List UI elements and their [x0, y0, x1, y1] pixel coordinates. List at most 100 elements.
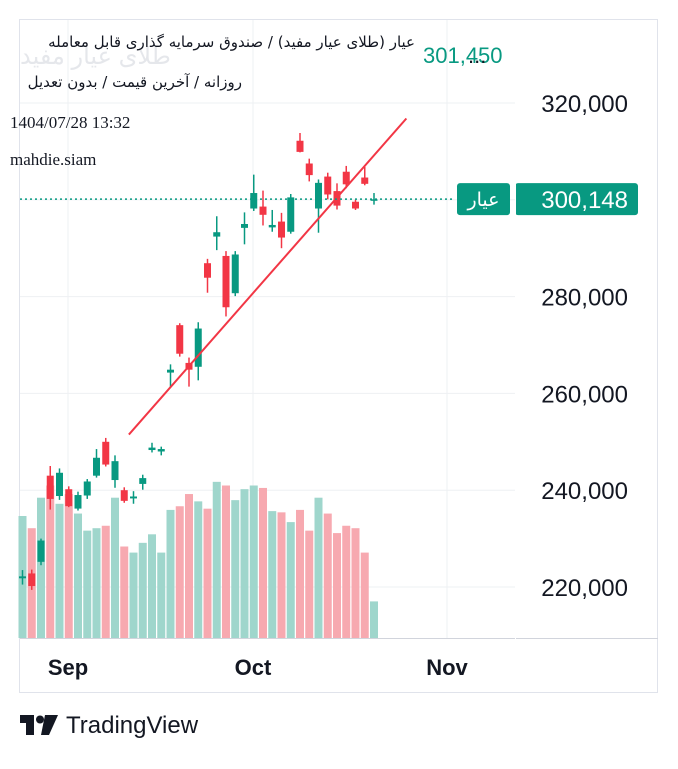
y-tick-label: 220,000 — [541, 575, 628, 602]
tradingview-logo-text: TradingView — [66, 712, 199, 739]
candle-body — [111, 461, 119, 481]
candle-body — [19, 576, 26, 579]
candle-body — [167, 369, 174, 373]
candle — [231, 251, 239, 297]
volume-bar — [323, 513, 332, 638]
candle — [278, 212, 285, 249]
volume-bar — [240, 489, 249, 638]
volume-bar — [222, 485, 230, 638]
volume-bar — [46, 485, 55, 638]
candle — [93, 449, 100, 478]
candle — [361, 166, 369, 186]
y-tick-label: 260,000 — [541, 381, 628, 408]
candle-body — [83, 481, 91, 496]
volume-bar — [157, 552, 166, 638]
candle-body — [250, 193, 258, 209]
candle-body — [65, 489, 73, 507]
volume-bar — [314, 497, 323, 638]
tradingview-logo-icon — [20, 715, 58, 735]
candle-body — [37, 540, 45, 562]
candle-body — [342, 171, 350, 185]
volume-bar — [74, 513, 82, 638]
last-price-badge: 300,148 — [515, 183, 638, 216]
candle-body — [194, 328, 202, 367]
candle — [213, 216, 221, 251]
volume-bar — [286, 522, 295, 638]
legend-ghost-text: طلای عیار مفید — [20, 43, 171, 70]
candle-body — [305, 163, 313, 176]
candle — [305, 158, 313, 182]
candle — [65, 486, 73, 508]
volume-bar — [296, 509, 304, 638]
candle — [28, 569, 36, 590]
trendline — [128, 117, 408, 436]
candle-body — [148, 447, 156, 451]
candle — [250, 174, 258, 211]
candle-body — [296, 140, 304, 152]
volume-bar — [351, 528, 360, 638]
candle — [130, 491, 137, 504]
y-tick-label: 240,000 — [541, 478, 628, 505]
x-tick-label: Sep — [48, 655, 88, 680]
candle-body — [120, 490, 128, 501]
axes: 220,000 240,000 260,000 280,000 320,000 Sep Oc… — [20, 20, 658, 692]
candle — [296, 133, 304, 153]
candle-body — [28, 573, 36, 587]
candle-body — [259, 206, 267, 215]
candle — [324, 172, 332, 200]
candle — [46, 466, 54, 510]
candle — [19, 570, 26, 585]
volume-bar — [55, 503, 64, 638]
volume-bar — [203, 508, 212, 638]
author-name: mahdie.siam — [10, 150, 97, 169]
candle — [102, 437, 110, 467]
volume-bar — [360, 552, 369, 638]
candle-body — [222, 255, 230, 308]
symbol-badge-bg — [457, 183, 510, 216]
candle-body — [157, 449, 165, 452]
volume-bar — [194, 501, 203, 638]
candle-body — [361, 177, 369, 184]
volume-bar — [212, 481, 221, 638]
volume-bar — [333, 533, 341, 638]
legend-more[interactable]: ... — [468, 43, 487, 68]
candle — [139, 474, 147, 490]
x-tick-label: Oct — [235, 655, 272, 680]
y-tick-label: 280,000 — [541, 285, 628, 312]
candle — [241, 212, 248, 245]
volume-bar — [138, 542, 147, 638]
volume-bar — [249, 485, 258, 638]
candle — [148, 442, 156, 453]
candle-body — [324, 176, 332, 195]
candle-body — [352, 201, 359, 209]
volume-bar — [64, 494, 73, 638]
candle-body — [370, 199, 378, 201]
last-price-label: 300,148 — [541, 187, 628, 214]
volume-bar — [148, 534, 156, 638]
symbol-title: عیار (طلای عیار مفید) / صندوق سرمایه گذا… — [48, 33, 415, 51]
candle — [315, 179, 322, 233]
symbol-badge-label: عیار — [466, 189, 499, 211]
candle-body — [74, 495, 82, 509]
candle — [167, 364, 174, 388]
volume-bar — [277, 512, 286, 638]
candle-body — [231, 254, 239, 294]
candle-body — [93, 457, 100, 476]
candle — [176, 323, 184, 357]
candle — [111, 455, 119, 488]
candle — [370, 193, 378, 205]
volume-bar — [268, 511, 277, 638]
symbol-price-badge: عیار — [457, 183, 510, 216]
candle-body — [213, 232, 221, 237]
snapshot-date: 1404/07/28 13:32 — [10, 113, 131, 132]
candle — [74, 491, 82, 511]
candle-body — [176, 325, 184, 354]
volume-bar — [120, 546, 129, 638]
candle — [204, 258, 211, 293]
volume-bar — [370, 601, 378, 638]
candle-body — [130, 496, 137, 499]
candle-body — [56, 472, 63, 497]
tradingview-logo[interactable]: TradingView — [20, 712, 198, 740]
